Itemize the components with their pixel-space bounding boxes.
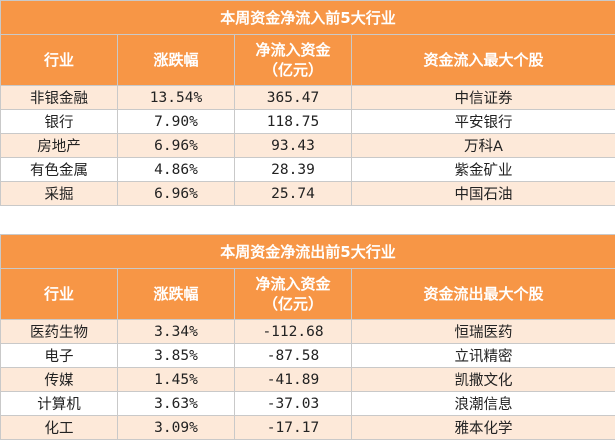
net-cell: 365.47 bbox=[234, 85, 352, 110]
table-row: 计算机 3.63% -37.03 浪潮信息 bbox=[0, 391, 615, 416]
table-row: 银行 7.90% 118.75 平安银行 bbox=[0, 109, 615, 134]
stock-cell: 万科A bbox=[350, 133, 615, 158]
inflow-header-change: 涨跌幅 bbox=[117, 34, 235, 86]
change-cell: 3.09% bbox=[117, 415, 235, 440]
change-cell: 3.63% bbox=[117, 391, 235, 416]
stock-cell: 恒瑞医药 bbox=[350, 319, 615, 344]
stock-cell: 凯撒文化 bbox=[350, 367, 615, 392]
net-cell: 118.75 bbox=[234, 109, 352, 134]
net-cell: 28.39 bbox=[234, 157, 352, 182]
net-cell: 93.43 bbox=[234, 133, 352, 158]
outflow-title-row: 本周资金净流出前5大行业 bbox=[0, 234, 615, 269]
table-row: 化工 3.09% -17.17 雅本化学 bbox=[0, 415, 615, 440]
inflow-table: 本周资金净流入前5大行业 行业 涨跌幅 净流入资金 （亿元） 资金流入最大个股 … bbox=[0, 0, 615, 206]
industry-cell: 化工 bbox=[0, 415, 118, 440]
outflow-header-row: 行业 涨跌幅 净流入资金 （亿元） 资金流出最大个股 bbox=[0, 268, 615, 320]
inflow-header-net-line2: （亿元） bbox=[262, 61, 323, 79]
inflow-header-industry: 行业 bbox=[0, 34, 118, 86]
stock-cell: 中国石油 bbox=[350, 181, 615, 206]
industry-cell: 医药生物 bbox=[0, 319, 118, 344]
table-row: 房地产 6.96% 93.43 万科A bbox=[0, 133, 615, 158]
inflow-header-top-stock: 资金流入最大个股 bbox=[350, 34, 615, 86]
table-row: 有色金属 4.86% 28.39 紫金矿业 bbox=[0, 157, 615, 182]
table-row: 医药生物 3.34% -112.68 恒瑞医药 bbox=[0, 319, 615, 344]
change-cell: 4.86% bbox=[117, 157, 235, 182]
table-row: 采掘 6.96% 25.74 中国石油 bbox=[0, 181, 615, 206]
outflow-header-net-line2: （亿元） bbox=[262, 295, 323, 313]
change-cell: 3.34% bbox=[117, 319, 235, 344]
change-cell: 13.54% bbox=[117, 85, 235, 110]
net-cell: -41.89 bbox=[234, 367, 352, 392]
outflow-title: 本周资金净流出前5大行业 bbox=[0, 234, 615, 269]
outflow-header-net-line1: 净流入资金 bbox=[255, 275, 331, 293]
outflow-table: 本周资金净流出前5大行业 行业 涨跌幅 净流入资金 （亿元） 资金流出最大个股 … bbox=[0, 234, 615, 440]
net-cell: -112.68 bbox=[234, 319, 352, 344]
inflow-title-row: 本周资金净流入前5大行业 bbox=[0, 0, 615, 35]
stock-cell: 浪潮信息 bbox=[350, 391, 615, 416]
industry-cell: 传媒 bbox=[0, 367, 118, 392]
industry-cell: 采掘 bbox=[0, 181, 118, 206]
table-row: 传媒 1.45% -41.89 凯撒文化 bbox=[0, 367, 615, 392]
inflow-header-row: 行业 涨跌幅 净流入资金 （亿元） 资金流入最大个股 bbox=[0, 34, 615, 86]
net-cell: -87.58 bbox=[234, 343, 352, 368]
inflow-title: 本周资金净流入前5大行业 bbox=[0, 0, 615, 35]
outflow-header-net: 净流入资金 （亿元） bbox=[234, 268, 352, 320]
outflow-header-change: 涨跌幅 bbox=[117, 268, 235, 320]
net-cell: 25.74 bbox=[234, 181, 352, 206]
net-cell: -17.17 bbox=[234, 415, 352, 440]
stock-cell: 平安银行 bbox=[350, 109, 615, 134]
stock-cell: 雅本化学 bbox=[350, 415, 615, 440]
change-cell: 6.96% bbox=[117, 133, 235, 158]
inflow-header-net-line1: 净流入资金 bbox=[255, 41, 331, 59]
outflow-header-industry: 行业 bbox=[0, 268, 118, 320]
table-row: 非银金融 13.54% 365.47 中信证券 bbox=[0, 85, 615, 110]
table-row: 电子 3.85% -87.58 立讯精密 bbox=[0, 343, 615, 368]
change-cell: 1.45% bbox=[117, 367, 235, 392]
industry-cell: 银行 bbox=[0, 109, 118, 134]
industry-cell: 非银金融 bbox=[0, 85, 118, 110]
stock-cell: 中信证券 bbox=[350, 85, 615, 110]
stock-cell: 紫金矿业 bbox=[350, 157, 615, 182]
change-cell: 7.90% bbox=[117, 109, 235, 134]
change-cell: 6.96% bbox=[117, 181, 235, 206]
net-cell: -37.03 bbox=[234, 391, 352, 416]
change-cell: 3.85% bbox=[117, 343, 235, 368]
industry-cell: 电子 bbox=[0, 343, 118, 368]
outflow-header-top-stock: 资金流出最大个股 bbox=[350, 268, 615, 320]
industry-cell: 有色金属 bbox=[0, 157, 118, 182]
industry-cell: 房地产 bbox=[0, 133, 118, 158]
industry-cell: 计算机 bbox=[0, 391, 118, 416]
inflow-header-net: 净流入资金 （亿元） bbox=[234, 34, 352, 86]
stock-cell: 立讯精密 bbox=[350, 343, 615, 368]
table-gap bbox=[0, 217, 615, 234]
